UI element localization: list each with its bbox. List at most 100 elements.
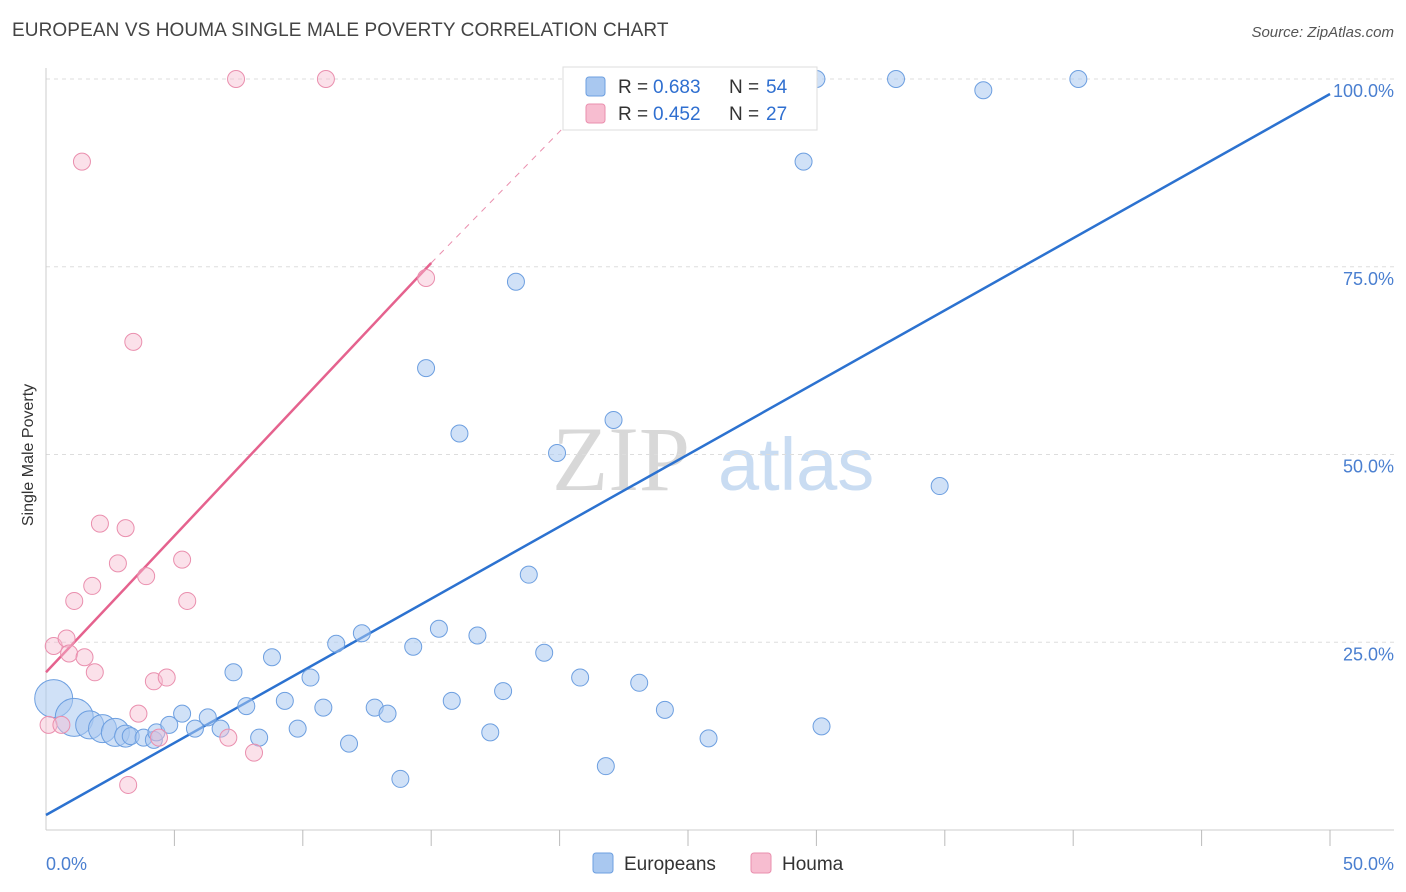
point-houma-0: [39, 715, 58, 734]
point-europeans-35: [481, 723, 500, 742]
point-houma-8: [83, 576, 102, 595]
point-europeans-22: [314, 698, 333, 717]
point-europeans-42: [596, 757, 615, 776]
legend-europeans-r-label: R =: [618, 77, 648, 98]
point-europeans-38: [519, 565, 538, 584]
bottom-legend-swatch-europeans: [592, 852, 614, 874]
point-houma-26: [417, 269, 436, 288]
point-europeans-34: [468, 626, 487, 645]
point-europeans-31: [429, 619, 448, 638]
point-houma-20: [173, 550, 192, 569]
point-europeans-24: [340, 734, 359, 753]
point-europeans-11: [173, 704, 192, 723]
point-europeans-23: [327, 634, 346, 653]
point-europeans-10: [160, 715, 179, 734]
point-houma-15: [129, 704, 148, 723]
point-houma-9: [85, 663, 104, 682]
point-houma-6: [72, 152, 91, 171]
point-europeans-17: [250, 728, 269, 747]
trend-line-europeans: [45, 92, 1331, 817]
point-houma-12: [116, 519, 135, 538]
point-europeans-25: [352, 624, 371, 643]
bottom-legend: Europeans Houma: [592, 852, 844, 875]
point-europeans-28: [391, 769, 410, 788]
point-europeans-49: [812, 717, 831, 736]
point-europeans-52: [974, 81, 993, 100]
point-houma-7: [75, 648, 94, 667]
point-europeans-50: [887, 70, 906, 88]
point-europeans-16: [237, 697, 256, 716]
source-credit: Source: ZipAtlas.com: [1251, 24, 1394, 41]
gridlines: [46, 78, 1394, 643]
point-houma-25: [316, 70, 335, 88]
point-europeans-45: [655, 700, 674, 719]
y-tick-label-75: 75.0%: [1343, 269, 1394, 289]
data-points: [34, 70, 1088, 794]
legend-box: R = 0.683 N = 54 R = 0.452 N = 27: [562, 66, 818, 131]
trend-lines: [45, 78, 1331, 817]
legend-europeans-n-value: 54: [766, 77, 788, 98]
bottom-legend-europeans: Europeans: [624, 854, 716, 875]
point-houma-10: [90, 514, 109, 533]
point-houma-24: [245, 743, 264, 762]
legend-swatch-houma: [585, 103, 606, 124]
point-europeans-12: [185, 719, 204, 738]
point-europeans-21: [301, 668, 320, 687]
point-houma-21: [178, 591, 197, 610]
y-tick-label-100: 100.0%: [1333, 81, 1394, 101]
point-europeans-41: [571, 668, 590, 687]
bottom-legend-houma: Houma: [782, 854, 844, 875]
legend-houma-n-value: 27: [766, 104, 787, 125]
point-europeans-19: [275, 691, 294, 710]
point-houma-23: [227, 70, 246, 88]
point-houma-11: [108, 554, 127, 573]
point-europeans-32: [442, 691, 461, 710]
point-houma-13: [119, 775, 138, 794]
point-houma-14: [124, 332, 143, 351]
point-europeans-18: [262, 648, 281, 667]
point-houma-4: [60, 644, 79, 663]
y-tick-labels: 25.0% 50.0% 75.0% 100.0%: [1333, 81, 1394, 664]
point-houma-3: [57, 629, 76, 648]
chart-title: EUROPEAN VS HOUMA SINGLE MALE POVERTY CO…: [12, 20, 669, 41]
point-houma-22: [219, 728, 238, 747]
point-houma-16: [137, 567, 156, 586]
point-europeans-27: [378, 704, 397, 723]
point-houma-19: [157, 668, 176, 687]
point-europeans-15: [224, 663, 243, 682]
point-europeans-29: [404, 637, 423, 656]
y-tick-label-25: 25.0%: [1343, 644, 1394, 664]
y-axis-label: Single Male Poverty: [20, 384, 37, 526]
point-europeans-39: [535, 643, 554, 662]
point-europeans-40: [548, 443, 567, 462]
point-europeans-47: [794, 152, 813, 171]
legend-houma-r-label: R =: [618, 104, 648, 125]
point-europeans-46: [699, 729, 718, 748]
bottom-legend-swatch-houma: [750, 852, 772, 874]
point-europeans-36: [494, 682, 513, 701]
point-europeans-37: [506, 272, 525, 291]
legend-swatch-europeans: [585, 76, 606, 97]
x-tick-label-min: 0.0%: [46, 854, 87, 874]
legend-houma-n-label: N =: [729, 104, 759, 125]
point-houma-5: [65, 591, 84, 610]
legend-houma-r-value: 0.452: [653, 104, 701, 125]
x-tick-label-max: 50.0%: [1343, 854, 1394, 874]
point-houma-18: [149, 728, 168, 747]
point-europeans-44: [630, 673, 649, 692]
point-europeans-33: [450, 424, 469, 443]
point-europeans-53: [1069, 70, 1088, 88]
point-europeans-43: [604, 410, 623, 429]
legend-europeans-r-value: 0.683: [653, 77, 701, 98]
legend-europeans-n-label: N =: [729, 77, 759, 98]
watermark-atlas: atlas: [718, 423, 874, 506]
point-europeans-14: [211, 719, 230, 738]
point-europeans-30: [417, 359, 436, 378]
point-europeans-13: [198, 708, 217, 727]
point-europeans-51: [930, 477, 949, 496]
y-tick-label-50: 50.0%: [1343, 457, 1394, 477]
point-europeans-20: [288, 719, 307, 738]
point-houma-2: [52, 715, 71, 734]
trend-line-houma: [45, 262, 433, 674]
